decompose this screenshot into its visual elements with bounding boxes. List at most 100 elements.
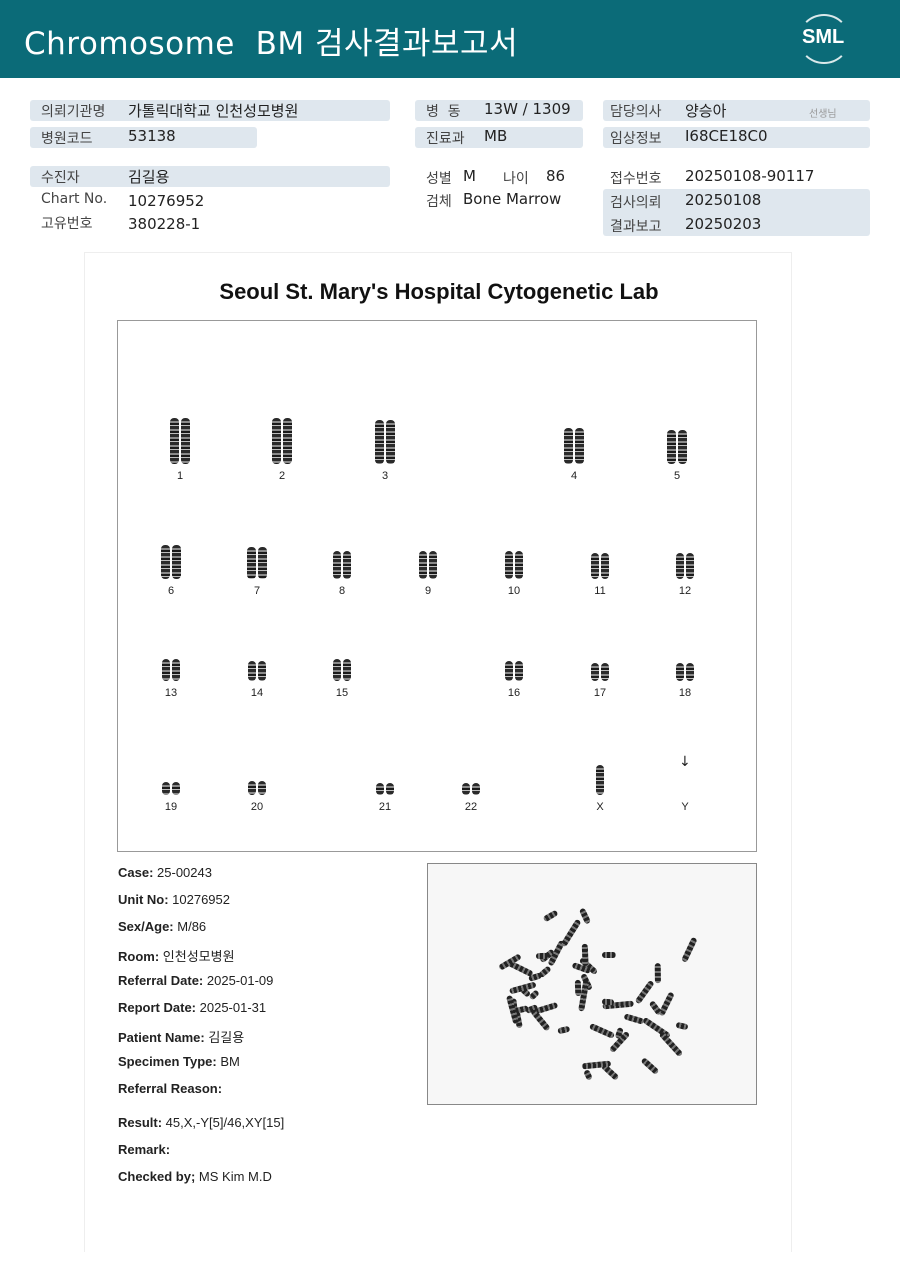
chromosome-10 bbox=[505, 551, 513, 579]
chromosome-2 bbox=[272, 418, 281, 464]
chromosome-label: 11 bbox=[594, 585, 606, 597]
chromosome-14 bbox=[258, 661, 266, 681]
report-field: Referral Date: 2025-01-09 bbox=[118, 973, 274, 988]
sml-logo: SML bbox=[798, 14, 850, 64]
metaphase-chromosome bbox=[654, 962, 661, 983]
report-field: Room: 인천성모병원 bbox=[118, 949, 235, 964]
chromosome-label: 17 bbox=[593, 687, 607, 699]
chromosome-label: 14 bbox=[250, 687, 264, 699]
chromosome-7 bbox=[247, 547, 256, 579]
chromosome-17 bbox=[601, 663, 609, 681]
metaphase-image bbox=[427, 863, 757, 1105]
chromosome-15 bbox=[343, 659, 351, 681]
chromosome-11 bbox=[601, 553, 609, 579]
chromosome-5 bbox=[678, 430, 687, 464]
metaphase-chromosome bbox=[557, 1025, 571, 1035]
patient-row bbox=[30, 166, 390, 187]
report-field: Remark: bbox=[118, 1142, 171, 1157]
receipt-label: 접수번호 bbox=[610, 171, 662, 187]
institution-row bbox=[30, 100, 390, 121]
metaphase-chromosome bbox=[536, 953, 549, 960]
metaphase-chromosome bbox=[641, 1056, 660, 1075]
chromosome-11 bbox=[591, 553, 599, 579]
institution-label: 의뢰기관명 bbox=[41, 104, 106, 120]
metaphase-chromosome bbox=[658, 1030, 683, 1057]
report-field: Checked by; MS Kim M.D bbox=[118, 1169, 272, 1184]
metaphase-chromosome bbox=[542, 909, 559, 923]
report-label: 결과보고 bbox=[610, 219, 662, 235]
metaphase-chromosome bbox=[560, 918, 582, 948]
report-value: 20250203 bbox=[685, 215, 762, 233]
institution-value: 가톨릭대학교 인천성모병원 bbox=[128, 102, 299, 120]
chromosome-20 bbox=[258, 781, 266, 795]
metaphase-chromosome bbox=[623, 1013, 645, 1025]
chromosome-label: 13 bbox=[164, 687, 178, 699]
hospital-code-label: 병원코드 bbox=[41, 131, 93, 147]
specimen-value: Bone Marrow bbox=[463, 190, 562, 208]
chromosome-8 bbox=[333, 551, 341, 579]
metaphase-chromosome bbox=[675, 1022, 689, 1031]
metaphase-chromosome bbox=[582, 1068, 593, 1081]
hospital-code-value: 53138 bbox=[128, 127, 176, 145]
chart-label: Chart No. bbox=[41, 191, 108, 207]
chromosome-14 bbox=[248, 661, 256, 681]
chromosome-4 bbox=[564, 428, 573, 464]
receipt-value: 20250108-90117 bbox=[685, 167, 815, 185]
chromosome-2 bbox=[283, 418, 292, 464]
patient-value: 김길용 bbox=[128, 168, 170, 186]
doctor-suffix: 선생님 bbox=[809, 109, 837, 120]
chromosome-label: 10 bbox=[507, 585, 521, 597]
unique-label: 고유번호 bbox=[41, 216, 93, 232]
chromosome-6 bbox=[161, 545, 170, 579]
chromosome-label: 21 bbox=[378, 801, 392, 813]
chromosome-3 bbox=[386, 420, 395, 464]
request-value: 20250108 bbox=[685, 191, 762, 209]
lab-report-panel: Seoul St. Mary's Hospital Cytogenetic La… bbox=[84, 252, 792, 1252]
chromosome-label: 22 bbox=[464, 801, 478, 813]
dates-row bbox=[603, 189, 870, 236]
chromosome-3 bbox=[375, 420, 384, 464]
metaphase-chromosome bbox=[535, 1001, 559, 1014]
chromosome-19 bbox=[172, 782, 180, 795]
chromosome-label: 6 bbox=[167, 585, 175, 597]
unique-value: 380228-1 bbox=[128, 215, 201, 233]
doctor-value: 양승아 bbox=[685, 102, 727, 120]
sex-label: 성별 bbox=[426, 171, 452, 187]
dept-row bbox=[415, 127, 583, 148]
chromosome-label: 19 bbox=[164, 801, 178, 813]
report-field: Report Date: 2025-01-31 bbox=[118, 1000, 267, 1015]
chromosome-label: 8 bbox=[338, 585, 346, 597]
clinical-label: 임상정보 bbox=[610, 131, 662, 147]
chromosome-label: X bbox=[596, 801, 604, 813]
chromosome-label: 2 bbox=[278, 470, 286, 482]
chromosome-18 bbox=[686, 663, 694, 681]
chromosome-21 bbox=[386, 783, 394, 795]
missing-y-arrow-icon: ↓ bbox=[679, 754, 691, 770]
chromosome-label: Y bbox=[681, 801, 689, 813]
chromosome-16 bbox=[515, 661, 523, 681]
chromosome-22 bbox=[472, 783, 480, 795]
chromosome-label: 16 bbox=[507, 687, 521, 699]
lab-title: Seoul St. Mary's Hospital Cytogenetic La… bbox=[219, 279, 659, 304]
report-field: Case: 25-00243 bbox=[118, 865, 212, 880]
hospital-code-row bbox=[30, 127, 257, 148]
metaphase-chromosome bbox=[648, 1000, 663, 1016]
metaphase-chromosome bbox=[680, 936, 698, 964]
doctor-label: 담당의사 bbox=[610, 104, 662, 120]
specimen-label: 검체 bbox=[426, 194, 452, 210]
chromosome-label: 15 bbox=[335, 687, 349, 699]
chromosome-8 bbox=[343, 551, 351, 579]
karyotype-box bbox=[117, 320, 757, 852]
report-field: Sex/Age: M/86 bbox=[118, 919, 207, 934]
chromosome-6 bbox=[172, 545, 181, 579]
chromosome-16 bbox=[505, 661, 513, 681]
chart-value: 10276952 bbox=[128, 192, 205, 210]
chromosome-label: 9 bbox=[424, 585, 432, 597]
chromosome-7 bbox=[258, 547, 267, 579]
chromosome-5 bbox=[667, 430, 676, 464]
chromosome-label: 18 bbox=[678, 687, 692, 699]
report-field: Referral Reason: bbox=[118, 1081, 223, 1096]
metaphase-chromosome bbox=[588, 1022, 616, 1039]
report-field: Specimen Type: BM bbox=[118, 1054, 240, 1069]
chromosome-1 bbox=[170, 418, 179, 464]
